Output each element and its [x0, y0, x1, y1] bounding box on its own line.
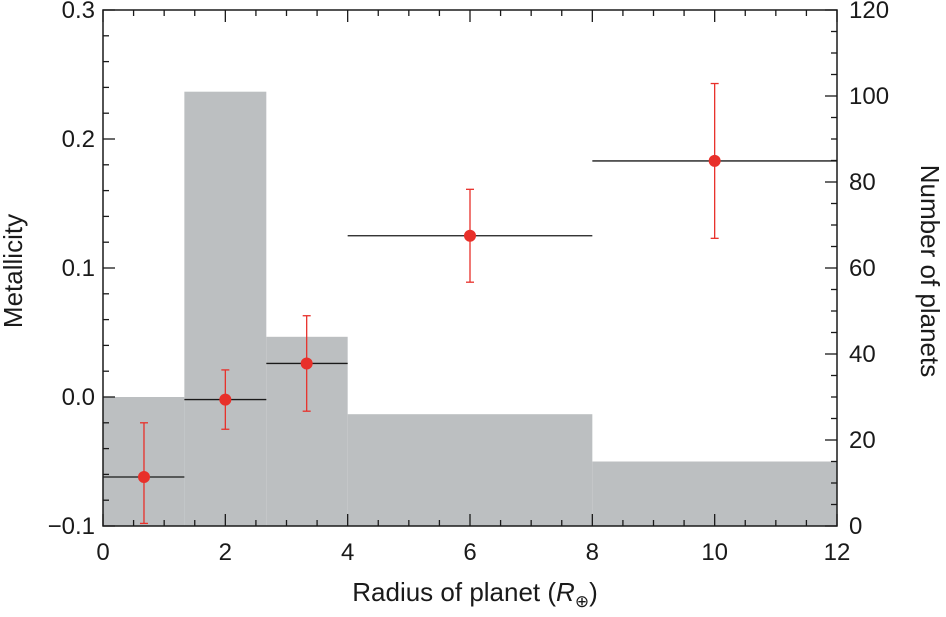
y-left-tick-labels: −0.1 0.0 0.1 0.2 0.3 — [48, 0, 95, 540]
data-point-1 — [137, 470, 150, 483]
data-point-2 — [219, 393, 232, 406]
y-left-tick-label: −0.1 — [48, 513, 95, 540]
x-tick-label: 6 — [463, 539, 476, 566]
y-right-tick-label: 20 — [849, 427, 876, 454]
y-left-tick-label: 0.1 — [62, 255, 95, 282]
histogram-bar-2 — [184, 91, 267, 526]
y-right-tick-label: 80 — [849, 169, 876, 196]
histogram-bar-4 — [347, 414, 593, 526]
y-right-tick-label: 40 — [849, 341, 876, 368]
x-axis-title: Radius of planet (R⊕) — [352, 577, 598, 611]
x-tick-label: 4 — [341, 539, 354, 566]
y-left-axis-title: Metallicity — [0, 214, 28, 328]
axis-ticks — [102, 9, 838, 527]
y-right-tick-label: 60 — [849, 255, 876, 282]
y-left-tick-label: 0.0 — [62, 384, 95, 411]
x-tick-label: 0 — [96, 539, 109, 566]
data-point-3 — [300, 357, 313, 370]
x-tick-label: 8 — [586, 539, 599, 566]
x-axis-title-close: ) — [589, 577, 598, 607]
y-right-tick-label: 120 — [849, 0, 889, 24]
x-axis-title-symbol: R — [556, 577, 575, 607]
x-tick-label: 12 — [824, 539, 851, 566]
y-left-tick-label: 0.2 — [62, 126, 95, 153]
x-tick-label: 10 — [701, 539, 728, 566]
y-left-tick-label: 0.3 — [62, 0, 95, 24]
y-right-tick-label: 100 — [849, 83, 889, 110]
y-right-tick-labels: 0 20 40 60 80 100 120 — [849, 0, 889, 540]
x-tick-labels: 0 2 4 6 8 10 12 — [96, 539, 850, 566]
y-right-axis-title: Number of planets — [915, 165, 945, 377]
metallicity-points — [137, 154, 721, 483]
x-tick-label: 2 — [219, 539, 232, 566]
x-axis-title-subscript: ⊕ — [575, 592, 589, 611]
data-point-5 — [708, 154, 721, 167]
y-right-tick-label: 0 — [849, 513, 862, 540]
histogram-bars — [103, 91, 837, 526]
x-axis-title-text: Radius of planet ( — [352, 577, 556, 607]
data-point-4 — [464, 229, 476, 242]
